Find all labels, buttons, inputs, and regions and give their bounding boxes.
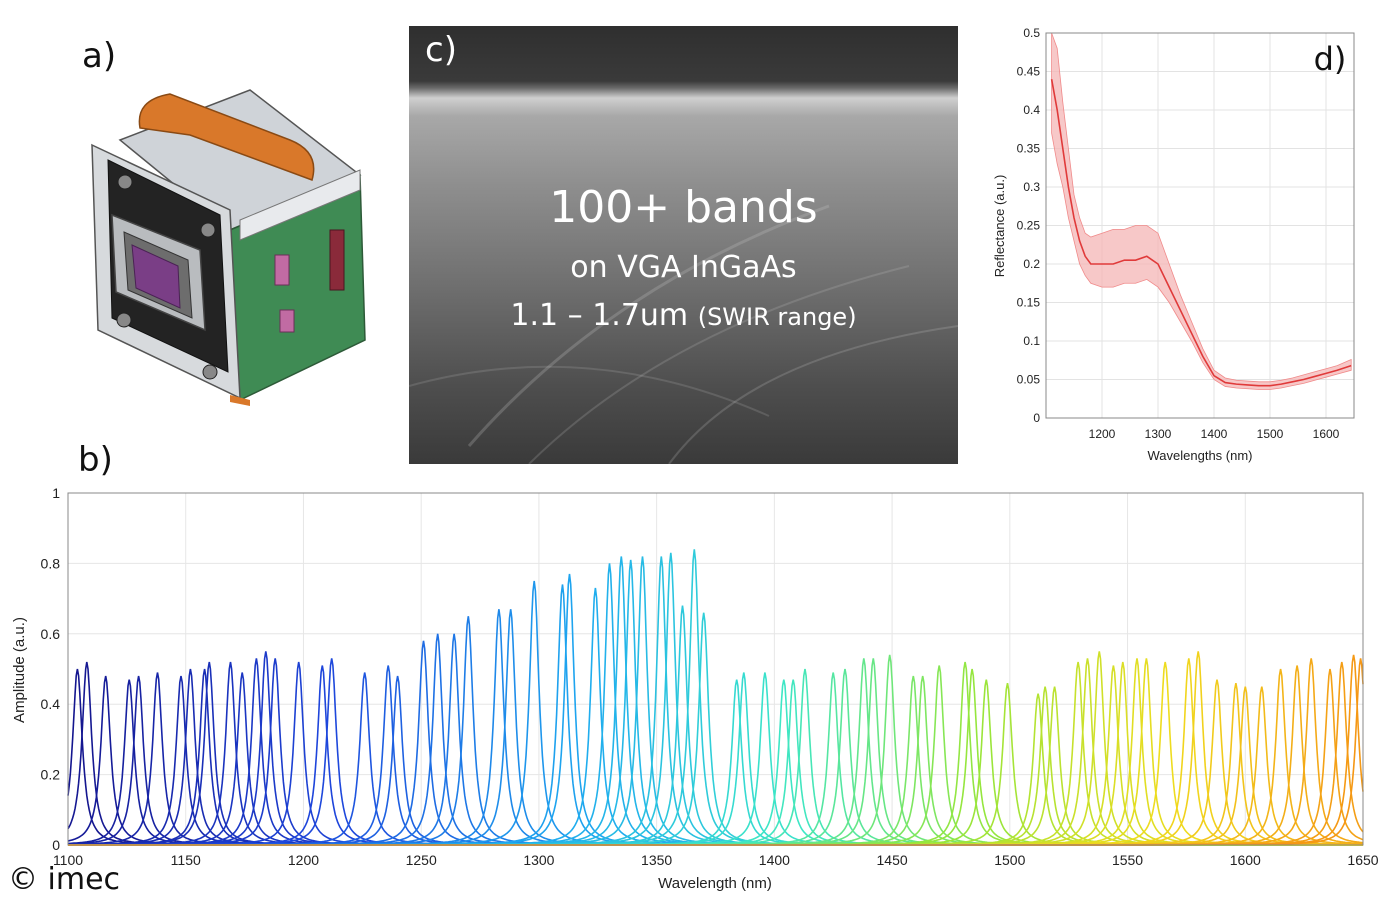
reflectance-y-tick-label: 0.45	[1017, 65, 1041, 79]
reflectance-chart: 1200 1300 1400 1500 1600 0 0.05 0.1 0.15 0.2 0.25 0…	[992, 26, 1355, 463]
overlay-bands-title: 100+ bands	[549, 182, 818, 233]
reflectance-x-tick-label: 1600	[1313, 427, 1340, 441]
panel-label-c: c)	[425, 30, 457, 70]
response-x-tick-label: 1400	[759, 852, 790, 868]
filter-response-chart: 1100 1150 1200 1250 1300 1350 1400 1450 1500 1550…	[11, 485, 1379, 892]
response-y-tick-label: 0.4	[41, 696, 61, 712]
reflectance-confidence-band	[1051, 32, 1352, 390]
reflectance-xlabel: Wavelengths (nm)	[1148, 448, 1253, 463]
response-ylabel: Amplitude (a.u.)	[11, 617, 28, 723]
reflectance-y-tick-label: 0.2	[1023, 257, 1040, 271]
overlay-range-text: 1.1 – 1.7um (SWIR range)	[409, 298, 958, 333]
panel-label-a: a)	[82, 36, 117, 76]
reflectance-band	[1051, 32, 1352, 390]
reflectance-line-group	[1050, 79, 1352, 387]
response-x-tick-label: 1200	[288, 852, 319, 868]
reflectance-ticks: 1200 1300 1400 1500 1600 0 0.05 0.1 0.15 0.2 0.25 0…	[1017, 26, 1340, 441]
response-grid	[67, 492, 1364, 846]
response-x-tick-label: 1100	[53, 852, 83, 868]
overlay-sensor-text: on VGA InGaAs	[570, 250, 797, 285]
response-ticks: 1100 1150 1200 1250 1300 1350 1400 1450 1500 1550…	[41, 485, 1379, 868]
response-y-tick-label: 0.8	[41, 555, 61, 571]
reflectance-x-tick-label: 1400	[1201, 427, 1228, 441]
swir-image-panel: c) 100+ bands on VGA InGaAs 1.1 – 1.7um …	[409, 26, 958, 464]
response-y-tick-label: 0	[52, 837, 60, 853]
camera-module-illustration	[91, 89, 366, 406]
reflectance-plot-frame	[1045, 32, 1355, 419]
panel-label-b: b)	[78, 440, 113, 480]
reflectance-mean-line	[1050, 79, 1352, 387]
reflectance-y-tick-label: 0	[1033, 411, 1040, 425]
reflectance-y-tick-label: 0.05	[1017, 373, 1041, 387]
reflectance-y-tick-label: 0.15	[1017, 296, 1041, 310]
response-x-tick-label: 1550	[1112, 852, 1143, 868]
reflectance-ylabel: Reflectance (a.u.)	[992, 175, 1007, 278]
overlay-range-note: (SWIR range)	[697, 303, 857, 331]
panel-label-d: d)	[1314, 40, 1347, 78]
overlay-range-main: 1.1 – 1.7um	[510, 298, 689, 333]
response-y-tick-label: 0.2	[41, 767, 61, 783]
reflectance-y-tick-label: 0.3	[1023, 180, 1040, 194]
response-curves	[67, 549, 1364, 846]
response-y-tick-label: 0.6	[41, 626, 61, 642]
response-y-tick-label: 1	[52, 485, 60, 501]
response-x-tick-label: 1150	[171, 852, 201, 868]
copyright-notice: © imec	[8, 862, 121, 897]
response-x-tick-label: 1450	[877, 852, 908, 868]
response-plot-frame	[67, 492, 1364, 846]
response-x-tick-label: 1500	[994, 852, 1025, 868]
reflectance-grid	[1046, 32, 1354, 419]
reflectance-y-tick-label: 0.4	[1023, 103, 1040, 117]
response-x-tick-label: 1650	[1347, 852, 1378, 868]
response-x-tick-label: 1350	[641, 852, 672, 868]
reflectance-x-tick-label: 1500	[1257, 427, 1284, 441]
response-x-tick-label: 1600	[1230, 852, 1261, 868]
response-xlabel: Wavelength (nm)	[658, 875, 772, 892]
reflectance-y-tick-label: 0.35	[1017, 142, 1041, 156]
reflectance-y-tick-label: 0.1	[1023, 334, 1040, 348]
response-x-tick-label: 1300	[523, 852, 554, 868]
reflectance-x-tick-label: 1300	[1145, 427, 1172, 441]
reflectance-y-tick-label: 0.25	[1017, 219, 1041, 233]
response-x-tick-label: 1250	[406, 852, 437, 868]
reflectance-x-tick-label: 1200	[1089, 427, 1116, 441]
reflectance-y-tick-label: 0.5	[1023, 26, 1040, 40]
texture-overlay	[409, 204, 958, 464]
